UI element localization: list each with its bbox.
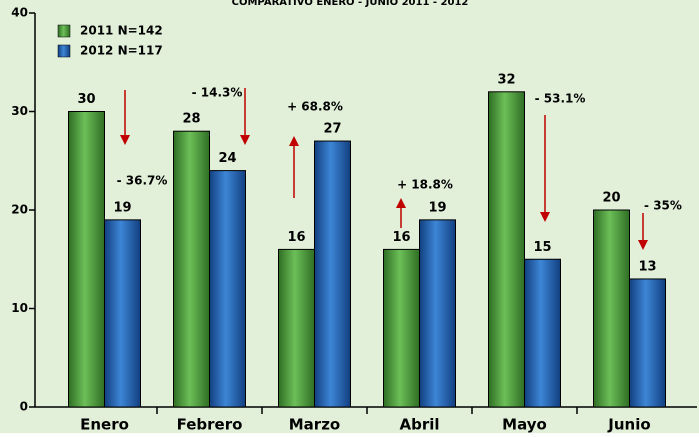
legend-swatch: [57, 44, 71, 58]
bar: [278, 248, 315, 408]
value-label: 28: [182, 112, 200, 127]
value-label: 19: [113, 200, 131, 215]
legend-label: 2011 N=142: [80, 24, 163, 38]
x-tick-label: Mayo: [502, 416, 547, 434]
bar: [209, 170, 246, 408]
arrow-head: [540, 212, 550, 222]
value-label: 13: [638, 259, 656, 274]
annotation: - 53.1%: [535, 92, 586, 106]
value-label: 16: [287, 230, 305, 245]
value-label: 20: [602, 191, 620, 206]
annotation: - 36.7%: [117, 174, 168, 188]
bar: [488, 91, 525, 408]
y-tick-label: 20: [11, 203, 28, 217]
arrow-head: [120, 135, 130, 145]
bar: [68, 111, 105, 408]
x-tick-label: Abril: [399, 416, 439, 434]
arrow-head: [396, 198, 406, 208]
value-label: 15: [533, 240, 551, 255]
value-label: 27: [323, 122, 341, 137]
value-label: 24: [218, 151, 236, 166]
bar: [593, 209, 630, 408]
annotation: + 68.8%: [287, 100, 343, 114]
bar: [419, 219, 456, 408]
y-tick-label: 0: [20, 400, 28, 414]
bar: [629, 278, 666, 408]
x-tick-label: Marzo: [289, 416, 340, 434]
x-tick-label: Junio: [607, 416, 650, 434]
bar: [173, 130, 210, 408]
value-label: 19: [428, 200, 446, 215]
bar: [314, 140, 351, 408]
bar: [104, 219, 141, 408]
value-label: 32: [497, 72, 515, 87]
y-tick-label: 40: [11, 6, 28, 20]
annotation: - 35%: [644, 199, 682, 213]
x-tick-label: Febrero: [177, 416, 243, 434]
bar: [524, 258, 561, 408]
y-tick-label: 30: [11, 104, 28, 118]
legend-label: 2012 N=117: [80, 44, 163, 58]
annotation: + 18.8%: [397, 178, 453, 192]
arrow-head: [240, 135, 250, 145]
value-label: 30: [77, 92, 95, 107]
value-label: 16: [392, 230, 410, 245]
annotation: - 14.3%: [192, 86, 243, 100]
arrow-head: [289, 136, 299, 146]
y-tick-label: 10: [11, 301, 28, 315]
bar: [383, 248, 420, 408]
arrow-head: [638, 240, 648, 250]
legend-swatch: [57, 24, 71, 38]
x-tick-label: Enero: [80, 416, 129, 434]
chart-title: COMPARATIVO ENERO - JUNIO 2011 - 2012: [232, 0, 469, 8]
